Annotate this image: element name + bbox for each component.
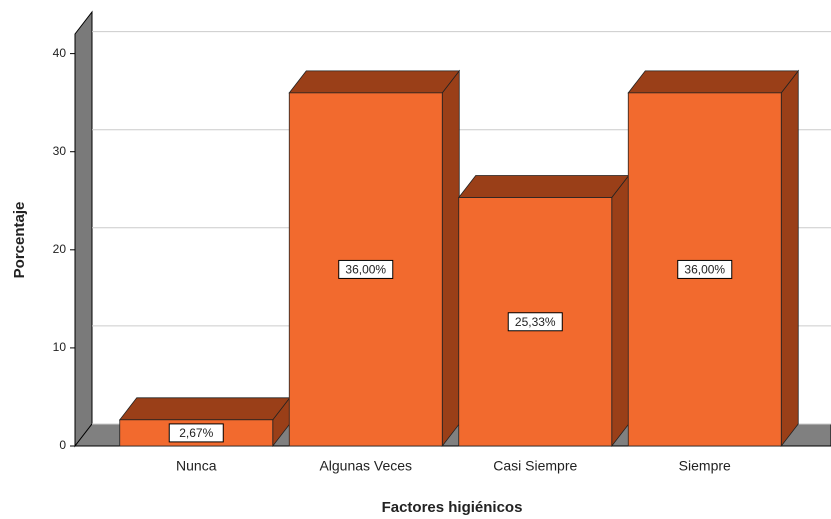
bar-top <box>118 397 291 421</box>
x-tick-label: Nunca <box>176 458 217 474</box>
bar-top <box>457 175 630 198</box>
value-label: 2,67% <box>179 426 213 440</box>
x-axis-title: Factores higiénicos <box>382 499 523 516</box>
x-tick-label: Casi Siempre <box>493 458 577 474</box>
value-label: 36,00% <box>345 263 386 277</box>
bar-side <box>441 69 460 448</box>
bar-side <box>780 69 799 448</box>
y-tick-label: 0 <box>59 438 66 452</box>
y-tick-label: 30 <box>53 144 67 158</box>
y-tick-label: 20 <box>53 242 67 256</box>
y-tick-label: 40 <box>53 46 67 60</box>
x-tick-label: Siempre <box>679 458 731 474</box>
bar-top <box>288 70 461 94</box>
x-tick-label: Algunas Veces <box>319 458 412 474</box>
value-label-box <box>338 259 394 279</box>
bar-top <box>627 70 800 94</box>
value-label-box <box>168 423 224 443</box>
value-label: 25,33% <box>515 315 556 329</box>
bar-side <box>611 174 630 448</box>
value-label-box <box>677 259 733 279</box>
value-label-box <box>507 312 563 332</box>
y-tick-label: 10 <box>53 340 67 354</box>
value-label: 36,00% <box>684 263 725 277</box>
y-axis-title: Porcentaje <box>11 202 28 279</box>
side-wall <box>74 10 93 448</box>
